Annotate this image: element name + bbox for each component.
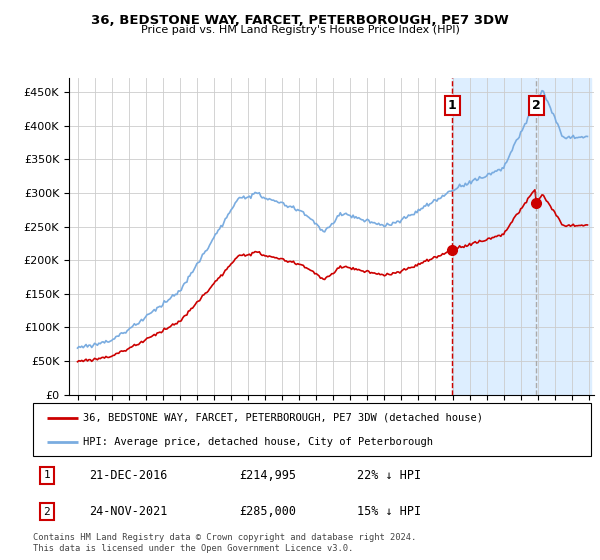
Text: 22% ↓ HPI: 22% ↓ HPI — [356, 469, 421, 482]
Text: HPI: Average price, detached house, City of Peterborough: HPI: Average price, detached house, City… — [83, 437, 433, 447]
Text: 36, BEDSTONE WAY, FARCET, PETERBOROUGH, PE7 3DW: 36, BEDSTONE WAY, FARCET, PETERBOROUGH, … — [91, 14, 509, 27]
Text: 2: 2 — [44, 507, 50, 517]
Text: 1: 1 — [448, 99, 457, 112]
Text: £285,000: £285,000 — [239, 505, 296, 518]
Text: 2: 2 — [532, 99, 541, 112]
Text: £214,995: £214,995 — [239, 469, 296, 482]
Bar — [452, 78, 590, 395]
Text: 1: 1 — [44, 470, 50, 480]
Text: 21-DEC-2016: 21-DEC-2016 — [89, 469, 167, 482]
Text: Price paid vs. HM Land Registry's House Price Index (HPI): Price paid vs. HM Land Registry's House … — [140, 25, 460, 35]
Text: 36, BEDSTONE WAY, FARCET, PETERBOROUGH, PE7 3DW (detached house): 36, BEDSTONE WAY, FARCET, PETERBOROUGH, … — [83, 413, 483, 423]
Text: Contains HM Land Registry data © Crown copyright and database right 2024.
This d: Contains HM Land Registry data © Crown c… — [33, 533, 416, 553]
FancyBboxPatch shape — [33, 403, 591, 456]
Text: 15% ↓ HPI: 15% ↓ HPI — [356, 505, 421, 518]
Text: 24-NOV-2021: 24-NOV-2021 — [89, 505, 167, 518]
